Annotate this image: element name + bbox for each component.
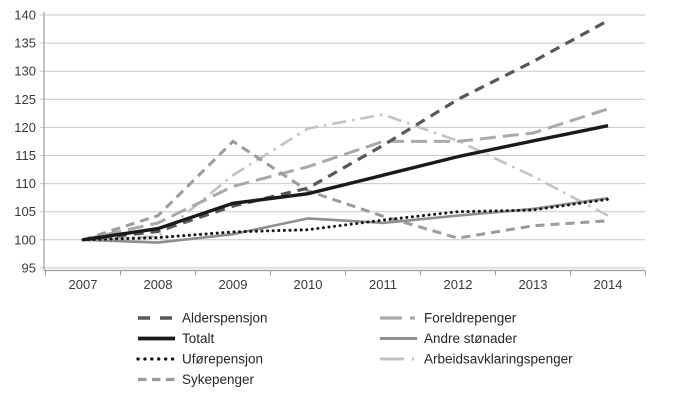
x-tick-label-2012: 2012	[444, 277, 473, 292]
legend-label-andre-stonader: Andre stønader	[424, 331, 518, 346]
legend-label-totalt: Totalt	[182, 331, 215, 346]
legend-label-arbeidsavklaringspenger: Arbeidsavklaringspenger	[424, 352, 573, 367]
legend-item-arbeidsavklaringspenger: Arbeidsavklaringspenger	[380, 352, 573, 367]
x-tick-label-2007: 2007	[69, 277, 98, 292]
series-line-sykepenger	[82, 139, 609, 242]
x-tick-label-2011: 2011	[369, 277, 397, 292]
series-line-alderspensjon	[82, 19, 609, 242]
x-tick-label-2010: 2010	[294, 277, 323, 292]
y-tick-label-135: 135	[14, 36, 36, 51]
y-tick-label-95: 95	[22, 260, 36, 275]
series-line-foreldrepenger	[82, 107, 609, 242]
series-line-totalt	[82, 124, 609, 242]
legend-item-uforepensjon: Uførepensjon	[136, 352, 263, 367]
legend-item-totalt: Totalt	[138, 331, 215, 346]
y-tick-label-140: 140	[14, 8, 36, 23]
y-tick-label-120: 120	[14, 120, 36, 135]
x-tick-label-2009: 2009	[219, 277, 248, 292]
y-tick-label-115: 115	[15, 148, 36, 163]
legend-label-sykepenger: Sykepenger	[182, 372, 255, 387]
x-tick-label-2014: 2014	[594, 277, 623, 292]
y-tick-label-125: 125	[14, 92, 36, 107]
legend-item-alderspensjon: Alderspensjon	[138, 311, 268, 326]
legend-label-foreldrepenger: Foreldrepenger	[424, 311, 517, 326]
series-line-uforepensjon	[81, 197, 610, 242]
legend-label-alderspensjon: Alderspensjon	[182, 311, 268, 326]
y-tick-label-130: 130	[14, 64, 36, 79]
series-line-andre-stonader	[82, 196, 609, 244]
legend-item-andre-stonader: Andre stønader	[380, 331, 518, 346]
y-tick-label-110: 110	[15, 176, 36, 191]
legend-label-uforepensjon: Uførepensjon	[182, 352, 263, 367]
y-tick-label-105: 105	[14, 204, 36, 219]
legend-item-sykepenger: Sykepenger	[138, 372, 255, 387]
legend-item-foreldrepenger: Foreldrepenger	[380, 311, 517, 326]
y-tick-label-100: 100	[14, 232, 36, 247]
x-tick-label-2008: 2008	[144, 277, 173, 292]
x-tick-label-2013: 2013	[519, 277, 548, 292]
